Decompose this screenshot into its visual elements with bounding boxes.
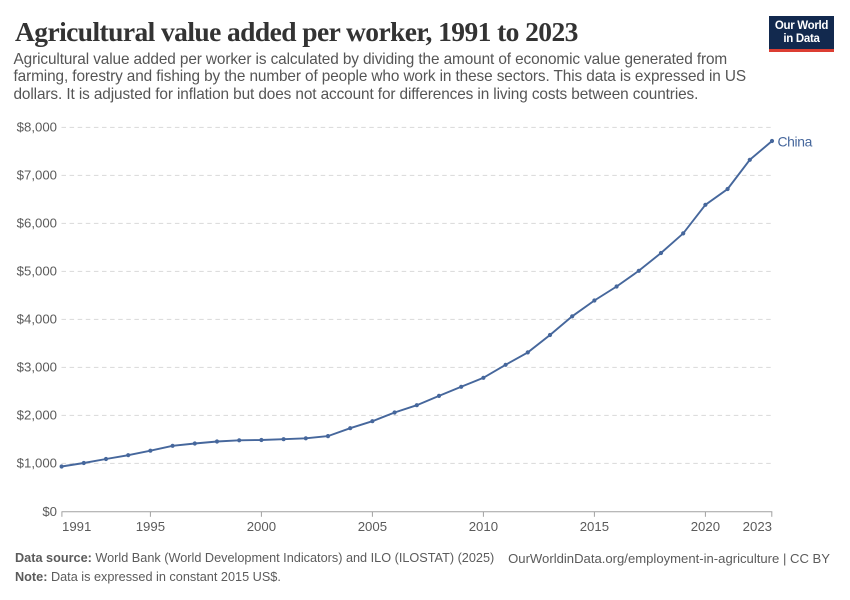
svg-text:2023: 2023 — [743, 519, 772, 534]
svg-text:$1,000: $1,000 — [17, 456, 57, 471]
svg-text:1991: 1991 — [62, 519, 91, 534]
svg-text:2015: 2015 — [580, 519, 609, 534]
svg-text:$6,000: $6,000 — [17, 216, 57, 231]
svg-text:$7,000: $7,000 — [17, 168, 57, 183]
svg-text:$0: $0 — [42, 504, 57, 519]
svg-text:$8,000: $8,000 — [17, 120, 57, 135]
svg-text:$5,000: $5,000 — [17, 264, 57, 279]
svg-text:$4,000: $4,000 — [17, 312, 57, 327]
svg-text:2005: 2005 — [358, 519, 387, 534]
svg-text:2010: 2010 — [469, 519, 498, 534]
svg-text:$3,000: $3,000 — [17, 360, 57, 375]
svg-text:China: China — [778, 134, 813, 150]
svg-text:2020: 2020 — [691, 519, 720, 534]
svg-text:1995: 1995 — [136, 519, 165, 534]
svg-text:2000: 2000 — [247, 519, 276, 534]
svg-text:$2,000: $2,000 — [17, 408, 57, 423]
